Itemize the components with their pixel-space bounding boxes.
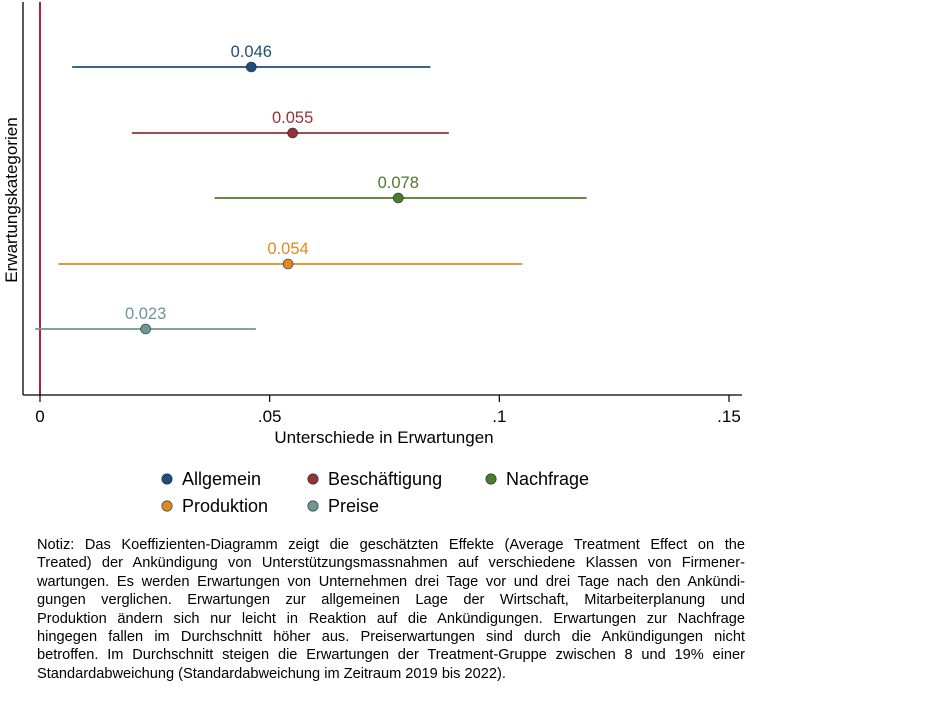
footnote-line: hingegen fallen im Durchschnitt höher au… [37, 628, 745, 645]
legend: Allgemein Beschäftigung Nachfrage Produktio… [161, 469, 589, 516]
x-axis-label: Unterschiede in Erwartungen [274, 428, 493, 447]
legend-marker [307, 473, 319, 485]
legend-marker [307, 500, 319, 512]
footnote-line: wartungen. Es werden Erwartungen von Unt… [37, 573, 745, 590]
point-estimate [245, 61, 257, 73]
x-axis: 0 .05 .1 .15 [22, 2, 742, 426]
data-label: 0.046 [231, 43, 272, 61]
legend-label: Preise [328, 496, 379, 516]
series-produktion: 0.054 [58, 240, 523, 270]
legend-label: Allgemein [182, 469, 261, 489]
legend-item: Beschäftigung [307, 469, 442, 489]
point-estimate [392, 192, 404, 204]
legend-label: Beschäftigung [328, 469, 442, 489]
footnote-line: Standardabweichung (Standardabweichung i… [37, 665, 506, 682]
footnote-line: betroffen. Im Durchschnitt steigen die E… [37, 647, 745, 664]
legend-marker [161, 500, 173, 512]
point-estimate [287, 127, 298, 139]
legend-item: Produktion [161, 496, 268, 516]
point-estimate [140, 323, 151, 335]
data-label: 0.054 [267, 240, 308, 258]
coefficient-chart: 0.046 0.055 0.078 0.054 0.023 0 .05 .1 .15 Unte… [2, 2, 742, 516]
legend-item: Nachfrage [485, 469, 589, 489]
footnote-line: Treated) der Ankündigung von Unterstützu… [37, 555, 745, 572]
data-label: 0.078 [378, 174, 419, 192]
plot-area: 0.046 0.055 0.078 0.054 0.023 [35, 2, 587, 395]
data-label: 0.055 [272, 109, 313, 127]
legend-label: Nachfrage [506, 469, 589, 489]
legend-item: Preise [307, 496, 379, 516]
legend-label: Produktion [182, 496, 268, 516]
series-beschäftigung: 0.055 [131, 109, 449, 139]
legend-marker [161, 473, 173, 485]
x-tick-label: .1 [492, 407, 506, 426]
y-axis-label: Erwartungskategorien [2, 117, 21, 282]
legend-marker [485, 473, 497, 485]
x-tick-label: 0 [35, 407, 44, 426]
footnote-line: Notiz: Das Koeffizienten-Diagramm zeigt … [37, 537, 745, 553]
legend-item: Allgemein [161, 469, 261, 489]
footnote-line: gungen verglichen. Erwartungen zur allge… [37, 592, 745, 609]
data-label: 0.023 [125, 305, 166, 323]
series-nachfrage: 0.078 [214, 174, 587, 204]
x-tick-label: .15 [717, 407, 741, 426]
point-estimate [282, 258, 294, 270]
footnote-line: Produktion ändern sich nur leicht in Rea… [37, 610, 745, 627]
series-allgemein: 0.046 [72, 43, 431, 73]
series-preise: 0.023 [35, 305, 256, 335]
x-tick-label: .05 [258, 407, 282, 426]
footnote: Notiz: Das Koeffizienten-Diagramm zeigt … [37, 536, 745, 683]
